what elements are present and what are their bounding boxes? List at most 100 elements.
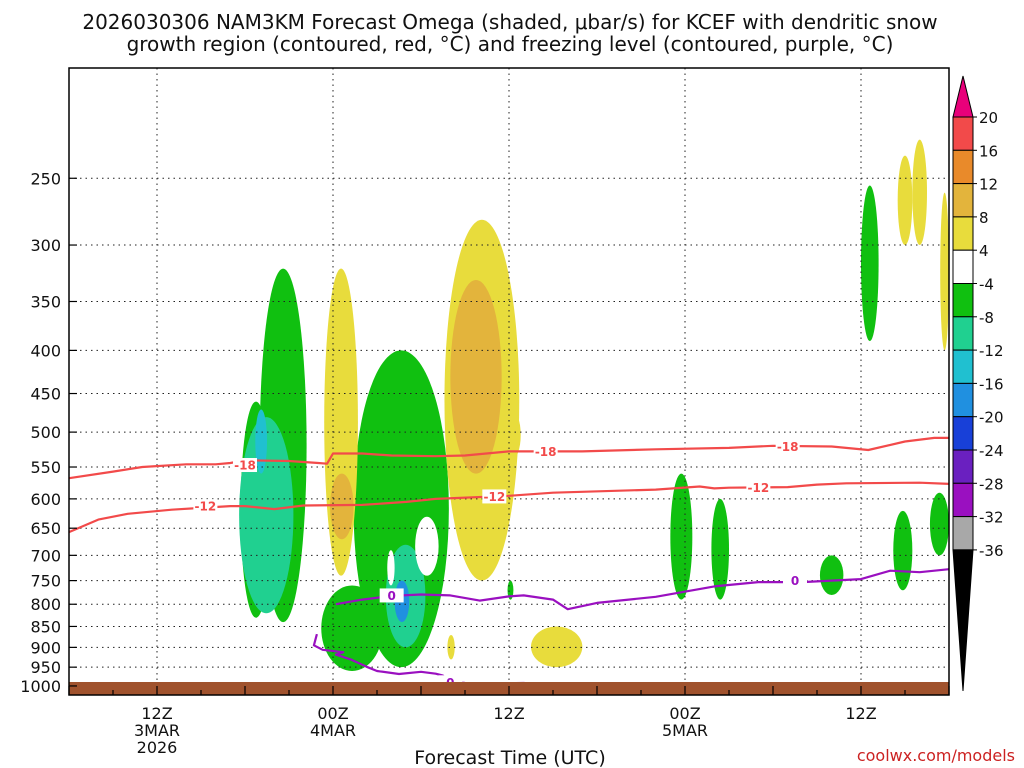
omega-down-region xyxy=(912,139,928,246)
credit-text: coolwx.com/models xyxy=(857,746,1015,765)
omega-down-region xyxy=(447,634,455,660)
contour-label-bg xyxy=(193,499,218,514)
colorbar-segment xyxy=(952,516,974,551)
omega-down-region xyxy=(501,409,521,461)
x-tick-label: 12Z xyxy=(845,704,876,723)
contour-label-bg xyxy=(775,439,800,454)
y-tick-label: 350 xyxy=(30,292,61,311)
contour-label: 0 xyxy=(791,574,799,588)
omega-neutral-hole xyxy=(415,516,439,576)
omega-up-region xyxy=(861,185,879,342)
y-tick-label: 450 xyxy=(30,385,61,404)
y-tick-label: 550 xyxy=(30,458,61,477)
omega-shading xyxy=(239,139,949,672)
colorbar-segment xyxy=(952,116,974,151)
colorbar-segment xyxy=(952,416,974,451)
omega-neutral-hole xyxy=(387,550,395,586)
colorbar-segment xyxy=(952,283,974,318)
y-tick-label: 300 xyxy=(30,236,61,255)
colorbar-label: -24 xyxy=(979,442,1004,460)
colorbar-label: -4 xyxy=(979,276,994,294)
contour-label-bg xyxy=(233,458,257,473)
colorbar-segment xyxy=(952,382,974,418)
colorbar-label: 4 xyxy=(979,242,989,260)
pressure-axis: 250 300 350 400 450 500 550 600 650 700 750 800 850 9… xyxy=(20,169,77,696)
colorbar-segment xyxy=(952,149,974,185)
grid-lines xyxy=(69,68,949,695)
colorbar-label: 12 xyxy=(979,176,998,194)
temperature-contours: -18-18-18-12-12-12000 xyxy=(68,436,950,692)
contour-label-bg xyxy=(746,480,771,495)
y-tick-label: 950 xyxy=(30,658,61,677)
colorbar-segment xyxy=(952,349,974,384)
colorbar-label: 16 xyxy=(979,142,998,160)
omega-down-region xyxy=(330,473,354,540)
colorbar-label: -20 xyxy=(979,409,1004,427)
colorbar-segment xyxy=(952,449,974,484)
y-tick-label: 250 xyxy=(30,169,61,188)
chart-title-line2: growth region (contoured, red, °C) and f… xyxy=(127,32,894,56)
x-tick-label: 4MAR xyxy=(310,721,356,740)
x-tick-label: 00Z xyxy=(669,704,700,723)
x-tick-label: 00Z xyxy=(317,704,348,723)
colorbar: 20 16 12 8 4 -4 -8 -12 -16 -20 -24 -28 -32 -36 xyxy=(952,75,1004,692)
colorbar-label: -36 xyxy=(979,542,1004,560)
omega-down-region xyxy=(940,192,949,351)
omega-up-region xyxy=(929,492,949,556)
contour-label-bg xyxy=(783,573,807,588)
omega-up-region xyxy=(255,409,267,474)
contour-line xyxy=(68,436,949,480)
x-tick-label: 12Z xyxy=(493,704,524,723)
contour-label: -18 xyxy=(234,459,256,473)
y-tick-label: 900 xyxy=(30,638,61,657)
plot-area: -18-18-18-12-12-12000 xyxy=(68,67,950,696)
contour-label-bg xyxy=(379,588,404,603)
y-tick-label: 650 xyxy=(30,519,61,538)
omega-up-region xyxy=(321,585,383,672)
omega-down-region xyxy=(531,626,583,668)
omega-up-region xyxy=(893,510,913,591)
contour-label: -18 xyxy=(777,440,799,454)
y-tick-label: 750 xyxy=(30,572,61,591)
contour-label: -12 xyxy=(483,490,505,504)
y-tick-label: 1000 xyxy=(20,677,61,696)
colorbar-segment xyxy=(952,183,974,218)
omega-up-region xyxy=(819,555,844,595)
y-tick-label: 700 xyxy=(30,546,61,565)
y-tick-label: 400 xyxy=(30,341,61,360)
colorbar-segment xyxy=(952,216,974,251)
contour-line xyxy=(68,481,950,534)
colorbar-label: 20 xyxy=(979,109,998,127)
contour-label: 0 xyxy=(387,589,395,603)
colorbar-label: -32 xyxy=(979,509,1004,527)
colorbar-bottom-arrow xyxy=(952,549,974,692)
omega-up-region xyxy=(711,498,729,600)
x-axis-title: Forecast Time (UTC) xyxy=(414,747,605,768)
colorbar-label: -28 xyxy=(979,475,1004,493)
y-tick-label: 600 xyxy=(30,490,61,509)
colorbar-label: -12 xyxy=(979,342,1004,360)
contour-label-bg xyxy=(533,444,558,459)
y-tick-label: 500 xyxy=(30,423,61,442)
contour-label: -12 xyxy=(747,481,769,495)
x-tick-label: 2026 xyxy=(137,738,178,757)
chart-title-line1: 2026030306 NAM3KM Forecast Omega (shaded… xyxy=(82,10,937,34)
omega-down-region xyxy=(450,279,502,474)
colorbar-label: -16 xyxy=(979,375,1004,393)
colorbar-label: 8 xyxy=(979,209,989,227)
y-tick-label: 800 xyxy=(30,595,61,614)
colorbar-segment xyxy=(952,482,974,518)
omega-down-region xyxy=(897,155,913,246)
x-tick-label: 3MAR xyxy=(134,721,180,740)
contour-label: -18 xyxy=(535,445,557,459)
colorbar-segment xyxy=(952,316,974,351)
contour-label: -12 xyxy=(195,500,217,514)
x-tick-label: 12Z xyxy=(141,704,172,723)
colorbar-segment xyxy=(952,249,974,284)
contour-line xyxy=(335,568,950,611)
colorbar-label: -8 xyxy=(979,309,994,327)
x-tick-label: 5MAR xyxy=(662,721,708,740)
contour-label-bg xyxy=(482,489,507,504)
